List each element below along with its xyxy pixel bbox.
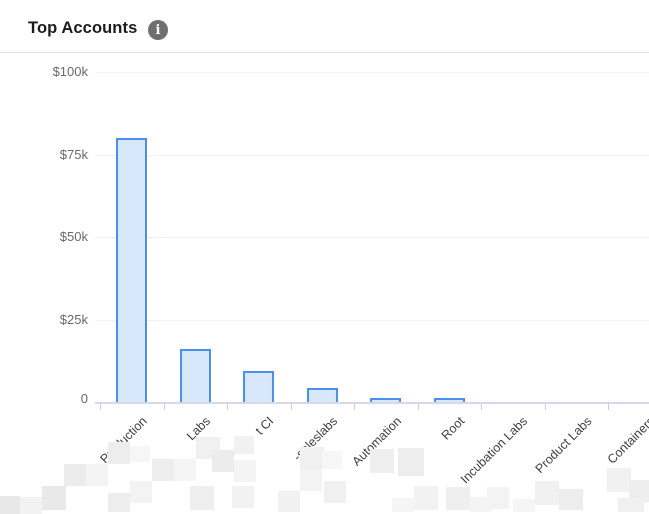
redaction-block bbox=[234, 436, 254, 454]
bar-labs[interactable] bbox=[180, 349, 211, 402]
redaction-block bbox=[130, 446, 150, 462]
bar-automation[interactable] bbox=[370, 398, 401, 402]
x-axis-line bbox=[95, 402, 649, 404]
redaction-block bbox=[190, 486, 214, 510]
x-tick-label: Incubation Labs bbox=[458, 414, 531, 487]
redaction-block bbox=[130, 481, 152, 503]
bar-root[interactable] bbox=[434, 398, 465, 402]
redaction-block bbox=[398, 448, 424, 476]
gridline bbox=[95, 320, 649, 321]
redaction-block bbox=[446, 487, 470, 510]
gridline bbox=[95, 72, 649, 73]
page-title: Top Accounts bbox=[28, 19, 138, 37]
redaction-block bbox=[108, 493, 130, 512]
redaction-block bbox=[392, 498, 414, 512]
header-divider bbox=[0, 52, 649, 53]
redaction-block bbox=[300, 469, 322, 491]
x-axis-tick bbox=[608, 403, 609, 410]
bar-production[interactable] bbox=[116, 138, 147, 402]
x-axis-tick bbox=[164, 403, 165, 410]
redaction-block bbox=[324, 481, 346, 503]
redaction-block bbox=[414, 486, 438, 510]
x-axis-tick bbox=[354, 403, 355, 410]
x-axis-tick bbox=[418, 403, 419, 410]
redaction-block bbox=[20, 497, 42, 514]
y-tick-label: 0 bbox=[80, 391, 88, 406]
redaction-block bbox=[618, 498, 644, 512]
widget-header: Top Accounts i bbox=[0, 0, 649, 52]
redaction-block bbox=[370, 449, 394, 473]
redaction-block bbox=[513, 499, 535, 512]
redaction-block bbox=[322, 451, 342, 469]
info-icon[interactable]: i bbox=[148, 20, 168, 40]
x-axis-tick bbox=[545, 403, 546, 410]
y-tick-label: $100k bbox=[52, 64, 88, 79]
redaction-block bbox=[212, 450, 234, 472]
redaction-block bbox=[559, 489, 583, 510]
y-tick-label: $25k bbox=[59, 312, 88, 327]
redaction-block bbox=[64, 464, 86, 486]
x-tick-label: Containers bbox=[605, 414, 649, 467]
redaction-block bbox=[278, 491, 300, 512]
y-tick-label: $75k bbox=[59, 147, 88, 162]
redaction-block bbox=[232, 486, 254, 508]
redaction-block bbox=[0, 496, 20, 514]
redaction-block bbox=[607, 468, 631, 492]
bar--saleslabs[interactable] bbox=[307, 388, 338, 402]
redaction-block bbox=[42, 486, 66, 510]
redaction-block bbox=[174, 459, 196, 481]
redaction-block bbox=[152, 459, 174, 481]
redaction-block bbox=[470, 497, 492, 512]
redaction-block bbox=[86, 464, 108, 486]
redaction-block bbox=[535, 481, 559, 505]
x-axis-tick bbox=[227, 403, 228, 410]
redaction-block bbox=[234, 460, 256, 482]
y-tick-label: $50k bbox=[59, 229, 88, 244]
x-tick-label: t CI bbox=[252, 414, 277, 438]
gridline bbox=[95, 155, 649, 156]
redaction-block bbox=[108, 442, 130, 464]
x-axis-tick bbox=[291, 403, 292, 410]
x-tick-label: Product Labs bbox=[532, 414, 595, 476]
redaction-block bbox=[300, 447, 324, 469]
x-axis-tick bbox=[481, 403, 482, 410]
bar-t-ci[interactable] bbox=[243, 371, 274, 402]
redaction-block bbox=[629, 480, 649, 502]
x-axis-tick bbox=[100, 403, 101, 410]
gridline bbox=[95, 237, 649, 238]
redaction-block bbox=[487, 487, 509, 509]
bar-chart: $100k $75k $50k $25k 0 Production Labs t CI -sa… bbox=[0, 52, 649, 514]
x-tick-label: Root bbox=[438, 414, 468, 443]
